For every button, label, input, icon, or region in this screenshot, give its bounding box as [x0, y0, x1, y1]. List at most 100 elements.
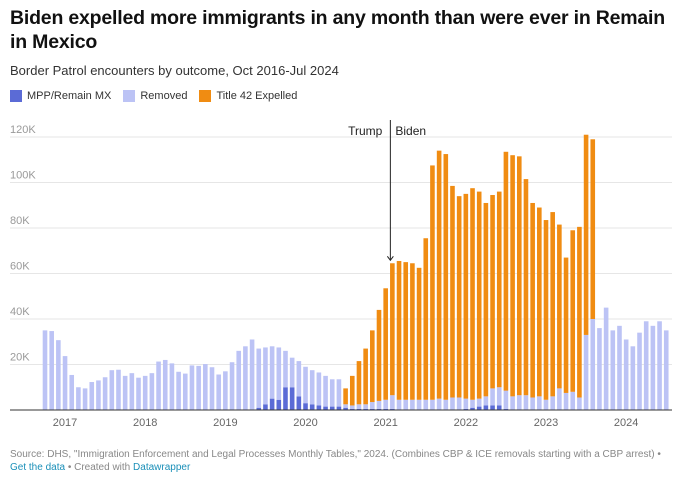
bar-removed	[363, 404, 368, 409]
bar-removed	[643, 321, 649, 410]
bar-title42	[436, 150, 442, 399]
bar-mpp	[323, 406, 328, 410]
bar-removed	[370, 402, 375, 409]
x-tick-label: 2021	[373, 417, 397, 429]
bar-title42	[423, 238, 429, 400]
bar-mpp	[376, 408, 382, 410]
bar-title42	[356, 361, 362, 405]
bar-mpp	[476, 406, 482, 410]
bar-removed	[356, 404, 362, 409]
x-tick-label: 2022	[454, 417, 478, 429]
x-tick-label: 2023	[534, 417, 558, 429]
bar-title42	[383, 288, 388, 400]
bar-title42	[470, 188, 475, 400]
bar-removed	[309, 370, 315, 405]
bar-removed	[62, 356, 68, 410]
bar-title42	[349, 375, 355, 406]
created-with-text: • Created with	[65, 462, 134, 473]
bar-title42	[550, 212, 555, 397]
bar-removed	[129, 373, 135, 410]
bar-mpp	[263, 404, 268, 410]
bar-removed	[503, 390, 509, 409]
bar-title42	[570, 230, 576, 392]
bar-removed	[516, 395, 522, 410]
bar-removed	[550, 396, 555, 410]
legend-label-mpp: MPP/Remain MX	[27, 90, 112, 102]
biden-label: Biden	[395, 124, 426, 138]
bar-title42	[396, 260, 402, 400]
bar-removed	[657, 321, 662, 410]
bar-mpp	[256, 407, 262, 410]
y-tick-label: 100K	[10, 170, 36, 182]
chart-title: Biden expelled more immigrants in any mo…	[10, 7, 665, 53]
bar-removed	[376, 400, 382, 409]
source-note: Source: DHS, "Immigration Enforcement an…	[10, 449, 661, 460]
bar-removed	[42, 330, 48, 410]
bar-removed	[577, 397, 582, 410]
bar-removed	[256, 348, 262, 408]
bar-title42	[450, 185, 455, 398]
bar-removed	[269, 346, 275, 399]
bar-removed	[303, 366, 308, 404]
legend-swatch-mpp	[10, 90, 22, 102]
bar-removed	[483, 396, 489, 406]
bar-removed	[102, 377, 108, 410]
y-tick-label: 60K	[10, 261, 30, 273]
bar-removed	[89, 382, 95, 410]
bar-removed	[169, 363, 175, 410]
bar-removed	[216, 374, 221, 410]
bar-removed	[136, 377, 141, 410]
bar-mpp	[370, 408, 375, 410]
legend-item-mpp: MPP/Remain MX	[10, 90, 111, 102]
bar-removed	[563, 392, 569, 410]
bar-removed	[229, 362, 235, 410]
bar-removed	[56, 340, 61, 410]
bar-title42	[557, 224, 562, 389]
footer: Source: DHS, "Immigration Enforcement an…	[10, 448, 675, 474]
x-tick-label: 2018	[133, 417, 157, 429]
bar-removed	[530, 397, 535, 410]
bar-title42	[483, 202, 489, 397]
get-the-data-link[interactable]: Get the data	[10, 462, 66, 473]
bar-removed	[69, 374, 75, 410]
gridlines: 20K 40K 60K 80K 100K 120K	[10, 124, 672, 365]
bar-removed	[557, 388, 562, 410]
x-tick-label: 2024	[614, 417, 638, 429]
bar-mpp	[483, 405, 489, 410]
bar-mpp	[343, 407, 348, 410]
bar-removed	[470, 399, 475, 408]
bar-removed	[463, 398, 469, 409]
bar-title42	[530, 202, 535, 398]
bar-removed	[450, 397, 455, 410]
bar-mpp	[390, 408, 395, 410]
y-tick-label: 120K	[10, 124, 36, 136]
bar-title42	[370, 330, 375, 403]
bar-mpp	[296, 396, 302, 410]
bar-title42	[443, 154, 449, 400]
bar-removed	[323, 375, 328, 407]
bar-mpp	[363, 408, 368, 410]
bar-mpp	[329, 406, 335, 410]
bar-removed	[496, 387, 502, 406]
bar-mpp	[463, 408, 469, 410]
bar-removed	[243, 346, 248, 410]
bar-title42	[456, 196, 462, 398]
bar-mpp	[356, 408, 362, 410]
bar-title42	[537, 207, 542, 397]
y-tick-label: 20K	[10, 352, 30, 364]
bar-title42	[577, 226, 582, 398]
bar-removed	[390, 395, 395, 409]
bar-removed	[663, 330, 669, 410]
bar-mpp	[269, 398, 275, 410]
datawrapper-link[interactable]: Datawrapper	[133, 462, 191, 473]
bar-title42	[363, 348, 368, 405]
president-annotation: Trump Biden	[348, 120, 426, 262]
bar-removed	[537, 396, 542, 410]
bar-mpp	[503, 408, 509, 410]
bar-removed	[623, 339, 629, 410]
bar-removed	[630, 346, 636, 410]
legend: MPP/Remain MX Removed Title 42 Expelled	[10, 90, 297, 102]
y-tick-label: 80K	[10, 215, 30, 227]
bar-title42	[430, 165, 435, 400]
legend-label-title42: Title 42 Expelled	[216, 90, 298, 102]
